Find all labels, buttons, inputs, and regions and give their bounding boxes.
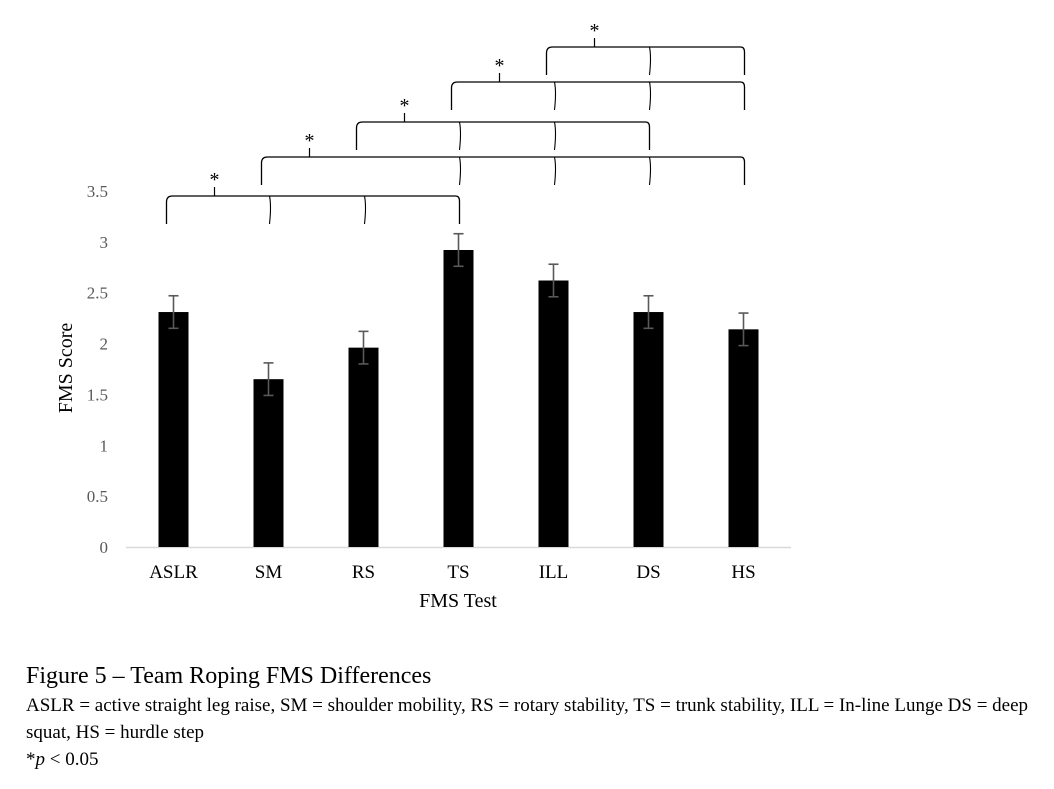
x-tick-label: HS xyxy=(731,562,755,583)
x-tick-label: ILL xyxy=(539,562,569,583)
bracket-drop xyxy=(553,156,557,186)
bracket-drop xyxy=(458,121,462,151)
bar-rs xyxy=(348,347,379,547)
y-tick-label: 0.5 xyxy=(87,487,108,506)
x-tick-label: SM xyxy=(255,562,283,583)
bracket-drop xyxy=(648,46,652,76)
figure-caption: Figure 5 – Team Roping FMS Differences A… xyxy=(26,660,1036,773)
y-tick-label: 1.5 xyxy=(87,385,108,404)
bracket-drop xyxy=(553,81,557,111)
y-tick-label: 2.5 xyxy=(87,284,108,303)
y-axis-ticks: 0 0.5 1 1.5 2 2.5 3 3.5 xyxy=(87,182,108,557)
bracket-drop xyxy=(268,195,272,225)
y-tick-label: 3.5 xyxy=(87,182,108,201)
significance-star: * xyxy=(305,130,315,152)
x-tick-label: TS xyxy=(447,562,469,583)
x-axis-title: FMS Test xyxy=(419,590,497,612)
y-tick-label: 1 xyxy=(100,436,109,455)
bracket-drop xyxy=(648,81,652,111)
x-tick-label: ASLR xyxy=(149,562,198,583)
bracket-drop xyxy=(458,156,462,186)
caption-significance-note: *p < 0.05 xyxy=(26,746,1036,773)
significance-star: * xyxy=(590,20,600,42)
significance-star: * xyxy=(400,95,410,117)
note-prefix: * xyxy=(26,749,36,770)
y-tick-label: 2 xyxy=(100,335,109,354)
significance-brackets: * * * * * xyxy=(165,20,746,225)
bar-ds xyxy=(633,312,664,547)
bars xyxy=(158,249,759,547)
fms-bar-chart: 00.511.522.533.5 ASLR SM RS TS ILL DS HS *****… xyxy=(55,20,791,612)
bracket-drop xyxy=(553,121,557,151)
y-tick-label: 0 xyxy=(100,538,109,557)
note-p: p xyxy=(35,749,46,770)
x-tick-label: RS xyxy=(352,562,375,583)
caption-body: ASLR = active straight leg raise, SM = s… xyxy=(26,695,1029,743)
bracket-rs xyxy=(355,121,651,150)
bracket-ill xyxy=(545,46,746,75)
bracket-aslr xyxy=(165,195,461,224)
caption-title: Figure 5 – Team Roping FMS Differences xyxy=(26,663,432,689)
x-axis-ticks: ASLR SM RS TS ILL DS HS xyxy=(149,562,755,583)
significance-star: * xyxy=(495,55,505,77)
y-tick-label: 3 xyxy=(100,233,109,252)
bar-ill xyxy=(538,280,569,547)
note-rest: < 0.05 xyxy=(45,749,99,770)
bar-ts xyxy=(443,249,474,547)
x-tick-label: DS xyxy=(636,562,660,583)
bracket-sm xyxy=(260,156,746,185)
significance-star: * xyxy=(210,169,220,191)
bar-hs xyxy=(728,329,759,547)
error-bars xyxy=(168,232,749,397)
bracket-drop xyxy=(648,156,652,186)
bar-aslr xyxy=(158,312,189,547)
bracket-ts xyxy=(450,81,746,110)
bar-sm xyxy=(253,379,284,547)
bracket-drop xyxy=(363,195,367,225)
y-axis-title: FMS Score xyxy=(55,323,77,414)
